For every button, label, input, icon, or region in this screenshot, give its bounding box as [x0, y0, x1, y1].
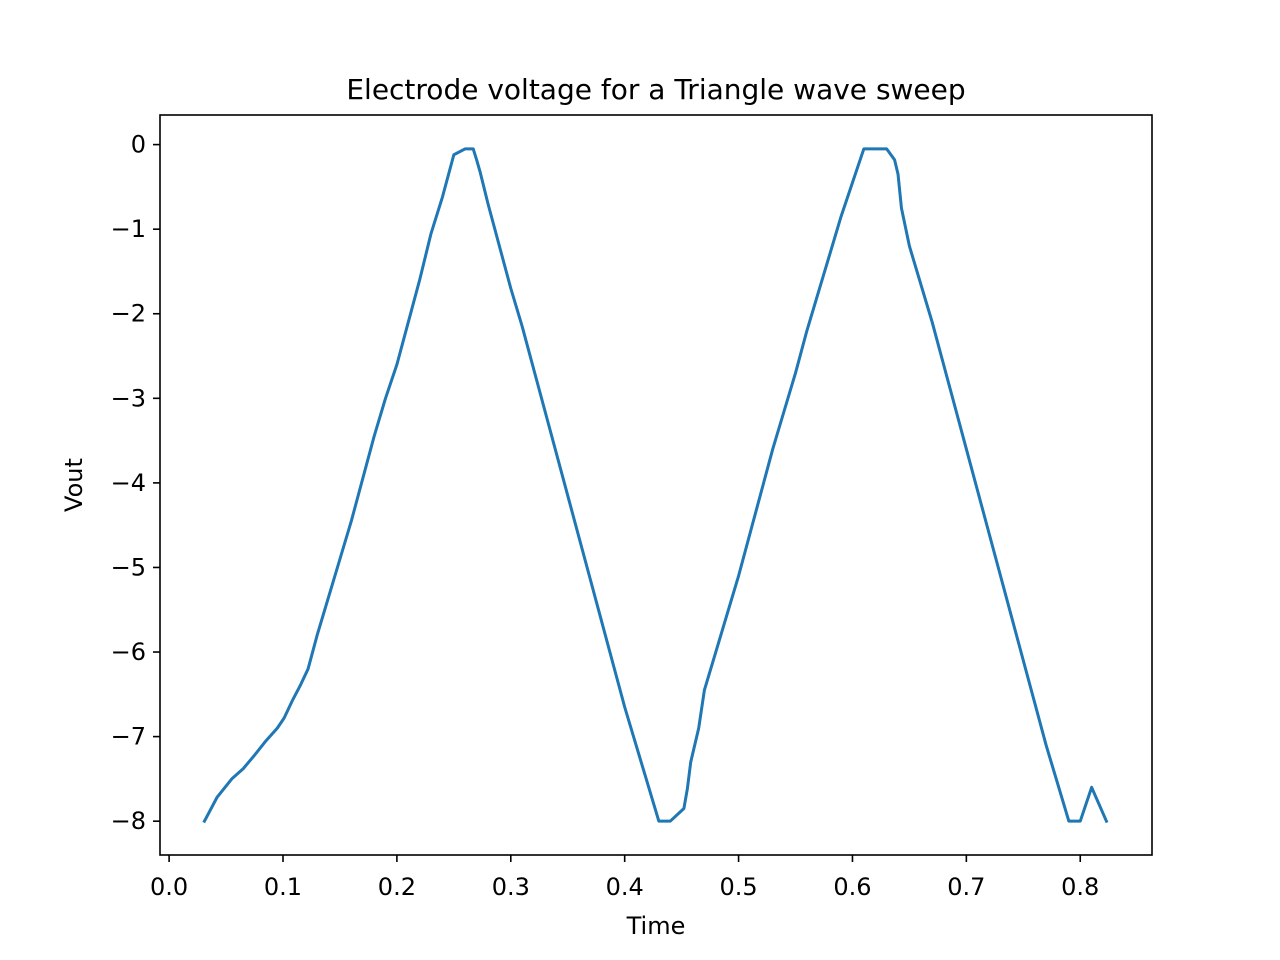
x-tick-label: 0.0: [150, 873, 188, 901]
y-tick-label: −3: [111, 384, 146, 412]
x-tick-label: 0.3: [492, 873, 530, 901]
x-tick-label: 0.4: [606, 873, 644, 901]
y-tick-label: −8: [111, 807, 146, 835]
plot-area: [202, 147, 1109, 824]
x-tick-label: 0.1: [264, 873, 302, 901]
x-axis-ticks: 0.0 0.1 0.2 0.3 0.4 0.5 0.6 0.7 0.8: [150, 855, 1099, 901]
y-tick-label: −7: [111, 723, 146, 751]
x-axis-label: Time: [626, 912, 686, 940]
x-tick-label: 0.8: [1061, 873, 1099, 901]
y-axis-ticks: 0 −1 −2 −3 −4 −5 −6 −7 −8: [111, 131, 160, 835]
y-tick-label: −4: [111, 469, 146, 497]
y-tick-label: −2: [111, 300, 146, 328]
x-tick-label: 0.6: [833, 873, 871, 901]
y-tick-label: −6: [111, 638, 146, 666]
y-tick-label: −5: [111, 553, 146, 581]
x-tick-label: 0.7: [947, 873, 985, 901]
y-tick-label: 0: [131, 131, 146, 159]
series-line-0: [202, 147, 1109, 824]
chart-title: Electrode voltage for a Triangle wave sw…: [346, 73, 965, 106]
y-tick-label: −1: [111, 215, 146, 243]
y-axis-label: Vout: [60, 458, 88, 512]
x-tick-label: 0.2: [378, 873, 416, 901]
plot-frame: [159, 114, 1153, 856]
x-tick-label: 0.5: [719, 873, 757, 901]
